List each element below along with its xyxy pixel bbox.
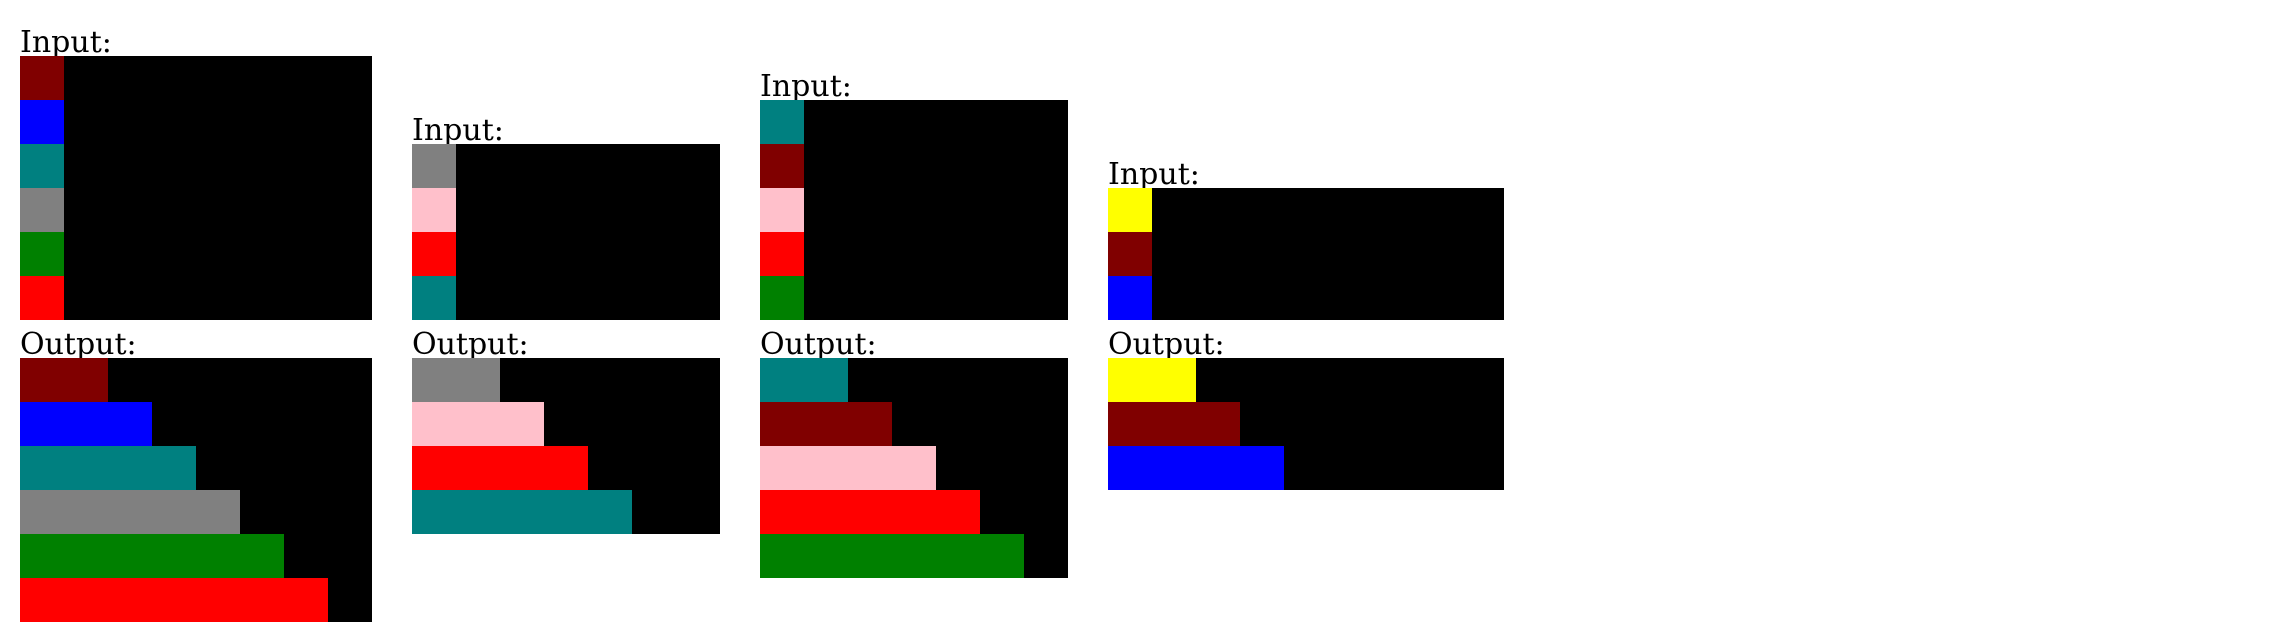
input-label: Input:: [20, 25, 112, 60]
input-grid: [412, 144, 720, 320]
output-bar: [20, 446, 196, 490]
input-cell: [1108, 188, 1152, 232]
input-cell: [20, 144, 64, 188]
output-bar: [1108, 402, 1240, 446]
output-label: Output:: [1108, 327, 1225, 362]
input-cell: [760, 232, 804, 276]
input-cell: [760, 188, 804, 232]
input-cell: [760, 144, 804, 188]
output-bar: [760, 490, 980, 534]
output-label: Output:: [760, 327, 877, 362]
input-grid: [20, 56, 372, 320]
output-bar: [20, 578, 328, 622]
output-bar: [412, 358, 500, 402]
output-bar: [1108, 358, 1196, 402]
input-grid: [1108, 188, 1504, 320]
output-label: Output:: [412, 327, 529, 362]
input-label: Input:: [1108, 157, 1200, 192]
output-bar: [412, 402, 544, 446]
input-cell: [20, 56, 64, 100]
output-bar: [20, 358, 108, 402]
input-cell: [20, 232, 64, 276]
input-cell: [760, 100, 804, 144]
output-bar: [412, 490, 632, 534]
input-cell: [1108, 276, 1152, 320]
output-grid: [20, 358, 372, 622]
output-bar: [1108, 446, 1284, 490]
input-cell: [412, 144, 456, 188]
output-bar: [760, 358, 848, 402]
output-bar: [760, 446, 936, 490]
input-cell: [1108, 232, 1152, 276]
input-cell: [760, 276, 804, 320]
input-label: Input:: [412, 113, 504, 148]
output-bar: [412, 446, 588, 490]
output-label: Output:: [20, 327, 137, 362]
input-cell: [20, 100, 64, 144]
output-bar: [20, 402, 152, 446]
input-cell: [20, 276, 64, 320]
output-grid: [412, 358, 720, 534]
input-label: Input:: [760, 69, 852, 104]
output-bar: [760, 402, 892, 446]
output-grid: [1108, 358, 1504, 490]
output-grid: [760, 358, 1068, 578]
output-bar: [20, 534, 284, 578]
input-cell: [412, 188, 456, 232]
input-grid: [760, 100, 1068, 320]
output-bar: [20, 490, 240, 534]
input-cell: [20, 188, 64, 232]
input-cell: [412, 232, 456, 276]
input-cell: [412, 276, 456, 320]
output-bar: [760, 534, 1024, 578]
